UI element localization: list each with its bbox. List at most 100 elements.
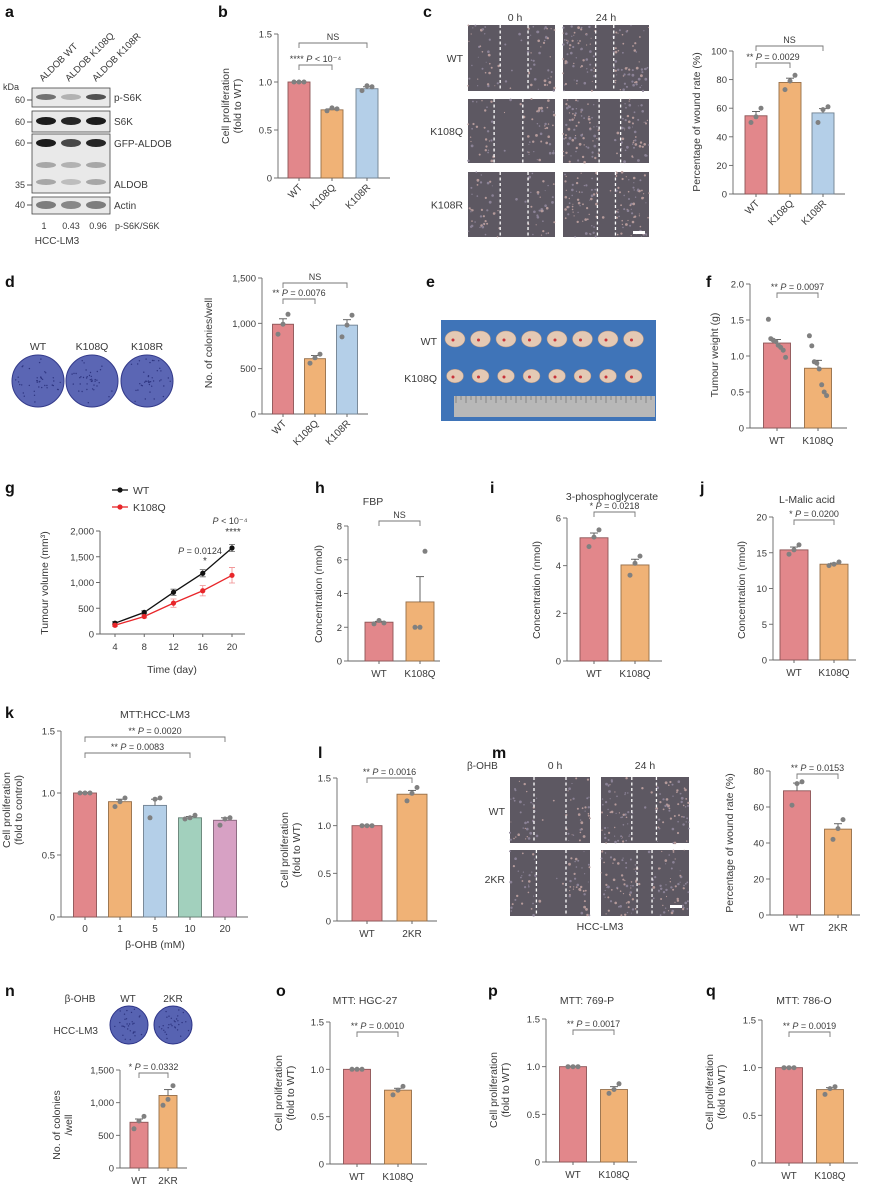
cell-speck [630, 881, 633, 883]
cell-speck [548, 81, 552, 84]
cell-speck [638, 61, 640, 63]
cell-speck [530, 801, 532, 804]
y-tick-label: 80 [753, 767, 764, 778]
cell-speck [676, 897, 679, 901]
y-tick-label: 40 [753, 839, 764, 850]
y-tick-label: 1.0 [318, 821, 331, 832]
significance-bracket [755, 62, 791, 68]
tumour-spot [604, 375, 608, 379]
cell-speck [644, 67, 647, 71]
cell-speck [490, 100, 493, 103]
y-axis-label: Cell proliferation [273, 1055, 285, 1131]
tumour-spot [604, 338, 608, 342]
cell-speck [542, 220, 544, 222]
y-tick-label: 5 [762, 620, 767, 631]
cell-speck [610, 889, 613, 891]
cell-speck [521, 902, 524, 905]
y-tick-label: 0 [535, 1158, 540, 1169]
data-point-WT [141, 609, 147, 615]
cell-speck [532, 902, 534, 905]
cell-speck [621, 816, 624, 818]
cell-speck [624, 127, 626, 129]
cell-speck [579, 828, 582, 831]
colony-dot [175, 1018, 178, 1020]
y-tick-label: 0 [556, 657, 561, 668]
cell-speck [537, 39, 540, 43]
micrograph-background [468, 99, 555, 163]
y-tick-label: 0.5 [731, 388, 744, 399]
tumour-spot [528, 338, 531, 342]
colony-dot [57, 388, 59, 391]
cell-speck [631, 80, 634, 83]
cell-speck [571, 35, 573, 37]
cell-speck [663, 911, 666, 914]
cell-speck [469, 136, 472, 138]
cell-speck [622, 893, 625, 895]
data-point [412, 624, 418, 630]
cell-speck [625, 86, 628, 88]
cell-speck [556, 877, 558, 880]
cell-speck [687, 804, 689, 807]
chart-title: L-Malic acid [779, 494, 835, 506]
tumour-photo [441, 320, 656, 421]
cell-speck [580, 134, 583, 137]
blot-band [61, 179, 81, 185]
panel-label-a: a [5, 4, 14, 21]
significance-label: **** P < 10⁻⁴ [290, 54, 342, 64]
cell-speck [528, 884, 530, 886]
cell-speck [665, 863, 667, 865]
cell-speck [538, 51, 541, 55]
cell-speck [587, 146, 590, 149]
cell-speck [489, 62, 491, 65]
colony-dot [133, 1031, 135, 1033]
data-point [217, 822, 223, 828]
y-tick-label: 0.5 [743, 1111, 756, 1122]
cell-speck [656, 785, 658, 787]
cell-speck [589, 233, 592, 236]
cell-speck [613, 858, 616, 861]
cell-speck [573, 117, 576, 119]
colony-dot [128, 1023, 131, 1025]
colony-dot [89, 379, 92, 381]
colony-dot [36, 380, 38, 382]
colony-dot [149, 391, 151, 393]
cell-speck [576, 883, 580, 887]
colony-dot [129, 1030, 131, 1032]
blot-band [61, 201, 81, 209]
cell-speck [579, 831, 582, 834]
y-tick-label: 1.0 [42, 789, 55, 800]
cell-speck [683, 787, 686, 789]
y-tick-label: 60 [753, 803, 764, 814]
cell-speck [677, 780, 681, 783]
cell-speck [484, 71, 487, 74]
colony-dot [101, 365, 103, 367]
y-tick-label: 1.5 [318, 774, 331, 785]
data-point [827, 1086, 833, 1092]
tumour-spot [579, 375, 582, 379]
data-point [307, 360, 313, 366]
data-point [147, 815, 153, 821]
cell-speck [563, 89, 565, 92]
x-tick-label: 8 [142, 642, 147, 653]
data-point [575, 1064, 581, 1070]
cell-speck [544, 127, 547, 130]
significance-label: * P = 0.0200 [789, 509, 839, 519]
cell-line-label: HCC-LM3 [54, 1026, 99, 1037]
cell-speck [628, 179, 630, 181]
blot-band [86, 94, 106, 100]
cell-speck [531, 172, 534, 175]
data-point [285, 311, 291, 317]
scale-bar [633, 231, 645, 234]
colony-dot [163, 1029, 165, 1032]
cell-speck [630, 912, 632, 914]
y-tick-label: 0 [251, 410, 256, 421]
cell-speck [527, 27, 530, 30]
x-tick-label: 12 [168, 642, 179, 653]
cell-speck [609, 798, 611, 800]
cell-speck [579, 40, 581, 42]
cell-speck [575, 150, 577, 153]
cell-speck [536, 797, 538, 799]
cell-speck [566, 99, 569, 101]
cell-speck [564, 137, 567, 139]
